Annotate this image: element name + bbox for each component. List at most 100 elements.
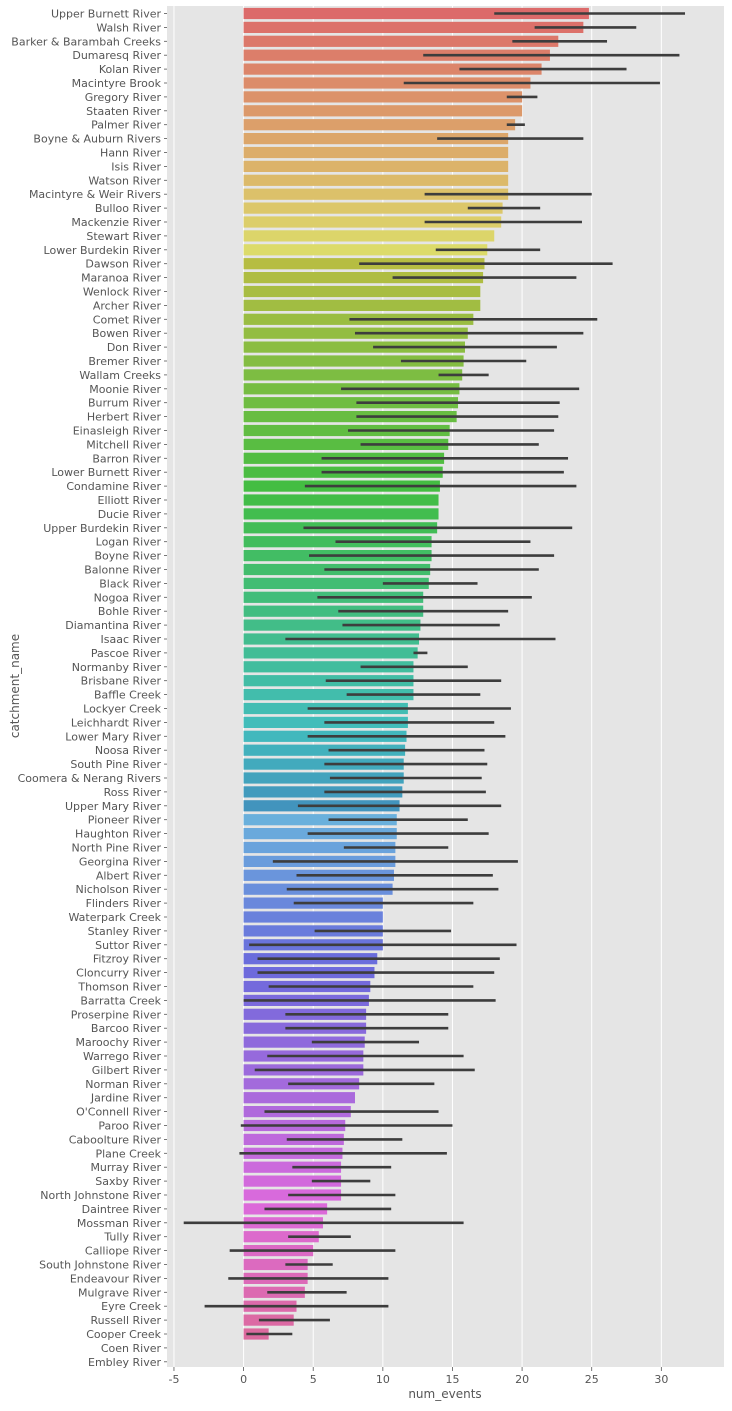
y-tick-label: Mossman River xyxy=(77,1217,162,1230)
y-tick-label: Upper Mary River xyxy=(65,800,162,813)
y-tick-label: Hann River xyxy=(100,147,161,160)
y-tick-label: Albert River xyxy=(96,869,162,882)
y-tick-label: Cooper Creek xyxy=(86,1328,161,1341)
y-tick-label: Waterpark Creek xyxy=(69,911,162,924)
y-tick-label: Palmer River xyxy=(91,119,161,132)
y-tick-label: Daintree River xyxy=(82,1203,162,1216)
bar xyxy=(243,814,397,826)
bar xyxy=(243,341,465,353)
bar xyxy=(243,160,509,172)
x-tick-label: 15 xyxy=(445,1373,459,1386)
x-tick-label: 20 xyxy=(515,1373,529,1386)
bar xyxy=(243,786,403,798)
x-tick-label: 10 xyxy=(376,1373,390,1386)
y-tick-label: North Pine River xyxy=(72,842,162,855)
y-tick-label: Suttor River xyxy=(95,939,161,952)
bar xyxy=(243,661,414,673)
y-tick-label: Upper Burnett River xyxy=(51,8,161,21)
bar xyxy=(243,1175,342,1187)
y-tick-label: Comet River xyxy=(93,313,162,326)
y-tick-label: Mulgrave River xyxy=(78,1286,162,1299)
y-tick-label: South Johnstone River xyxy=(39,1259,161,1272)
y-tick-label: Cloncurry River xyxy=(76,967,161,980)
y-tick-label: Gregory River xyxy=(85,91,162,104)
y-tick-label: Flinders River xyxy=(86,897,162,910)
bar xyxy=(243,49,550,61)
y-tick-label: Noosa River xyxy=(95,744,162,757)
bar xyxy=(243,841,396,854)
y-tick-label: Calliope River xyxy=(85,1245,162,1258)
y-tick-label: Elliott River xyxy=(98,494,162,507)
y-tick-label: Maranoa River xyxy=(81,272,161,285)
y-tick-label: Macintyre & Weir Rivers xyxy=(29,188,161,201)
bar xyxy=(243,202,503,214)
bar xyxy=(243,7,589,20)
bar xyxy=(243,619,421,631)
y-tick-label: Saxby River xyxy=(95,1175,161,1188)
bar xyxy=(243,744,406,756)
y-tick-label: Boyne & Auburn Rivers xyxy=(33,133,161,146)
x-tick-label: -5 xyxy=(168,1373,179,1386)
y-tick-label: Bulloo River xyxy=(95,202,162,215)
y-tick-label: Herbert River xyxy=(87,411,162,424)
y-tick-label: Endeavour River xyxy=(70,1272,162,1285)
bar xyxy=(243,605,424,617)
y-tick-label: Nogoa River xyxy=(94,591,162,604)
y-tick-label: Pascoe River xyxy=(91,647,162,660)
bar xyxy=(243,105,523,117)
bar xyxy=(243,494,439,506)
bar xyxy=(243,91,523,103)
y-tick-label: Dawson River xyxy=(85,258,161,271)
y-tick-label: Dumaresq River xyxy=(72,49,161,62)
y-tick-label: Staaten River xyxy=(86,105,161,118)
y-tick-label: Paroo River xyxy=(98,1120,161,1133)
y-tick-label: Nicholson River xyxy=(75,883,161,896)
y-tick-label: Brisbane River xyxy=(81,675,162,688)
x-tick-label: 30 xyxy=(654,1373,668,1386)
y-tick-label: Leichhardt River xyxy=(71,716,162,729)
y-tick-label: Haughton River xyxy=(75,828,161,841)
y-tick-label: Lockyer Creek xyxy=(83,703,161,716)
y-tick-label: Barcoo River xyxy=(91,1022,162,1035)
bar xyxy=(243,272,484,284)
y-tick-label: Tully River xyxy=(103,1231,161,1244)
bar xyxy=(243,397,459,409)
y-tick-label: Einasleigh River xyxy=(73,425,162,438)
bar xyxy=(243,216,502,228)
y-tick-label: Wenlock River xyxy=(83,286,162,299)
y-tick-label: Coomera & Nerang Rivers xyxy=(18,772,162,785)
bar xyxy=(243,230,495,242)
bar xyxy=(243,369,463,381)
bar xyxy=(243,689,414,701)
y-tick-label: Proserpine River xyxy=(71,1008,162,1021)
y-tick-label: Coen River xyxy=(101,1342,162,1355)
y-tick-label: Isis River xyxy=(111,160,161,173)
y-tick-label: Stewart River xyxy=(86,230,161,243)
y-tick-label: Thomson River xyxy=(77,981,161,994)
bar xyxy=(243,174,509,186)
bar xyxy=(243,772,404,784)
bar xyxy=(243,35,559,47)
y-tick-label: Maroochy River xyxy=(76,1036,162,1049)
bar xyxy=(243,1036,365,1048)
bar xyxy=(243,244,488,256)
bar xyxy=(243,1092,355,1104)
y-tick-label: Logan River xyxy=(96,536,162,549)
x-axis-label: num_events xyxy=(408,1387,481,1401)
bar xyxy=(243,355,464,367)
y-tick-label: Bremer River xyxy=(88,355,161,368)
bar xyxy=(243,133,509,145)
bar xyxy=(243,411,457,423)
y-tick-label: Walsh River xyxy=(96,21,161,34)
y-tick-label: Mitchell River xyxy=(86,438,161,451)
y-tick-label: Ross River xyxy=(104,786,162,799)
y-tick-label: O'Connell River xyxy=(76,1106,161,1119)
y-tick-label: South Pine River xyxy=(70,758,161,771)
bar xyxy=(243,1258,308,1271)
y-tick-label: Don River xyxy=(107,341,162,354)
y-tick-label: Eyre Creek xyxy=(101,1300,162,1313)
y-tick-label: Barratta Creek xyxy=(80,994,161,1007)
y-tick-label: Burrum River xyxy=(88,397,162,410)
bar xyxy=(243,438,449,450)
y-tick-label: Jardine River xyxy=(90,1092,162,1105)
